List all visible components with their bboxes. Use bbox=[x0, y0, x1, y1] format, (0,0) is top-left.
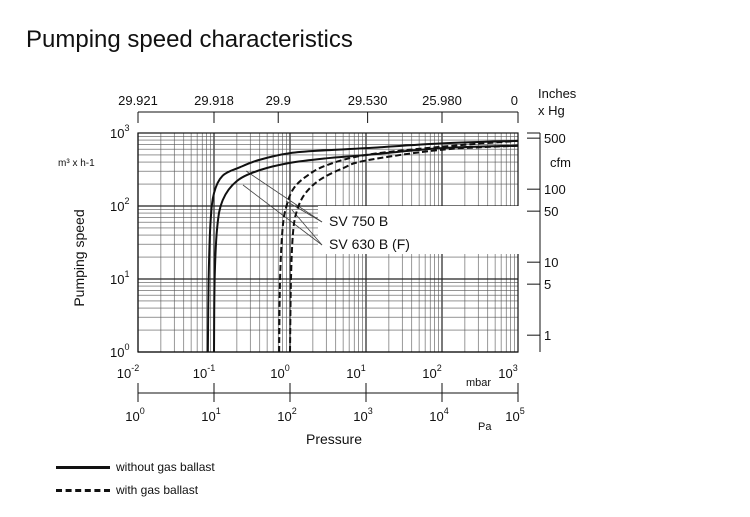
y-tick-label: 101 bbox=[110, 269, 129, 287]
y-axis-label: Pumping speed bbox=[71, 209, 87, 306]
x-tick-label-pa: 103 bbox=[353, 406, 372, 424]
right-tick-label: 100 bbox=[544, 182, 566, 197]
chart-title: Pumping speed characteristics bbox=[26, 26, 353, 53]
y-tick-label: 100 bbox=[110, 342, 129, 360]
y-tick-label: 103 bbox=[110, 123, 129, 141]
top-tick-label: 25.980 bbox=[422, 93, 462, 108]
x-tick-label-pa: 102 bbox=[277, 406, 296, 424]
series-solid-sv750 bbox=[206, 139, 519, 353]
x-tick-label-mbar: 10-1 bbox=[193, 363, 215, 381]
right-tick-label: 500 bbox=[544, 131, 566, 146]
x-tick-label-mbar: 103 bbox=[498, 363, 517, 381]
x-tick-label-pa: 105 bbox=[505, 406, 524, 424]
annotation-leader-line bbox=[291, 209, 323, 246]
x-tick-label-mbar: 101 bbox=[346, 363, 365, 381]
right-tick-label: 50 bbox=[544, 204, 558, 219]
legend-dashed-label: with gas ballast bbox=[116, 483, 199, 497]
top-tick-label: 29.918 bbox=[194, 93, 234, 108]
top-tick-label: 29.921 bbox=[118, 93, 158, 108]
top-tick-label: 29.9 bbox=[266, 93, 291, 108]
annotation-sv750: SV 750 B bbox=[329, 213, 388, 229]
x-unit-mbar: mbar bbox=[466, 377, 491, 389]
x-tick-label-pa: 104 bbox=[429, 406, 448, 424]
top-tick-label: 0 bbox=[511, 93, 518, 108]
right-tick-label: 1 bbox=[544, 328, 551, 343]
right-tick-label: 10 bbox=[544, 255, 558, 270]
top-axis-label-line1: Inches bbox=[538, 86, 577, 101]
legend-dashed-line bbox=[56, 488, 110, 492]
legend-solid: without gas ballast bbox=[56, 460, 215, 474]
x-tick-label-mbar: 10-2 bbox=[117, 363, 139, 381]
annotation-leader-line bbox=[242, 184, 323, 246]
top-tick-label: 29.530 bbox=[348, 93, 388, 108]
series-solid-sv630 bbox=[213, 144, 519, 353]
legend-solid-label: without gas ballast bbox=[116, 460, 215, 474]
x-tick-label-pa: 101 bbox=[201, 406, 220, 424]
annotation-leader-line bbox=[245, 170, 323, 223]
top-axis-label-line2: x Hg bbox=[538, 103, 565, 118]
x-axis-label: Pressure bbox=[306, 431, 362, 447]
x-tick-label-pa: 100 bbox=[125, 406, 144, 424]
x-unit-pa: Pa bbox=[478, 421, 492, 433]
x-tick-label-mbar: 102 bbox=[422, 363, 441, 381]
series-dashed-sv630 bbox=[289, 144, 519, 353]
series-dashed-sv750 bbox=[278, 139, 519, 353]
annotation-leader-line bbox=[285, 200, 323, 223]
annotation-sv630: SV 630 B (F) bbox=[329, 236, 410, 252]
legend-dashed: with gas ballast bbox=[56, 483, 198, 497]
x-tick-label-mbar: 100 bbox=[270, 363, 289, 381]
right-tick-label: 5 bbox=[544, 277, 551, 292]
y-tick-label: 102 bbox=[110, 196, 129, 214]
legend-solid-line bbox=[56, 465, 110, 469]
right-axis-label: cfm bbox=[550, 155, 571, 170]
y-unit: m³ x h-1 bbox=[58, 158, 95, 169]
annotation-box bbox=[318, 206, 523, 254]
